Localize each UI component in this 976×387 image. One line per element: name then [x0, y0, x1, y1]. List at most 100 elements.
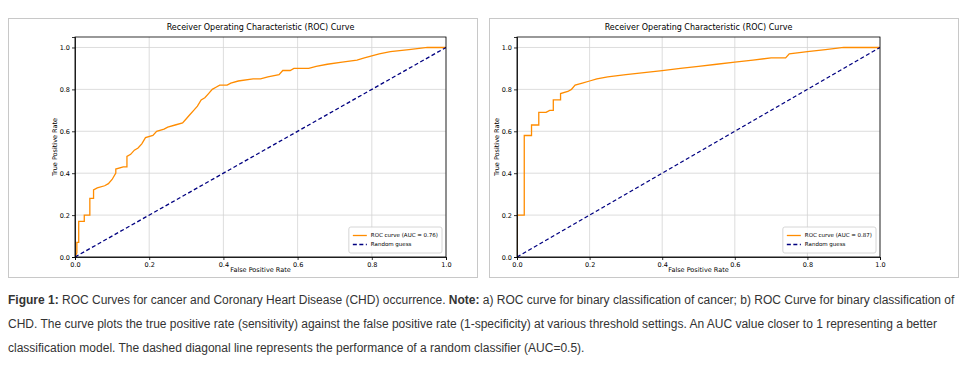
legend-label: ROC curve (AUC = 0.87) [805, 232, 872, 238]
tick-mark [514, 215, 517, 216]
legend-swatch [787, 244, 801, 245]
chart-title: Receiver Operating Characteristic (ROC) … [605, 23, 793, 32]
chart: 0.0 0.2 0.4 0.6 0.8 1.0 0.0 0.2 0.4 0.6 0.8 1.0 ROC … [8, 18, 478, 278]
tick-label: 0.2 [585, 261, 595, 269]
tick-label: 0.8 [803, 261, 813, 269]
legend-label: ROC curve (AUC = 0.76) [371, 232, 438, 238]
grid-line [734, 37, 735, 257]
legend: ROC curve (AUC = 0.87) Random guess [783, 227, 876, 253]
y-axis: 0.0 0.2 0.4 0.6 0.8 1.0 [60, 38, 76, 262]
series-group [75, 47, 446, 257]
tick-mark [514, 257, 517, 258]
tick-mark [149, 257, 150, 260]
axis-line [514, 38, 518, 258]
grid-line [75, 215, 446, 216]
tick-label: 0.6 [730, 261, 740, 269]
tick: 0.8 [502, 86, 517, 94]
tick: 0.4 [502, 170, 517, 178]
tick: 1.0 [875, 257, 885, 269]
tick-mark [514, 131, 517, 132]
grid-line [589, 37, 590, 257]
grid [517, 37, 880, 257]
tick: 0.4 [658, 257, 668, 269]
axis-line [518, 258, 881, 261]
grid-line [807, 37, 808, 257]
tick-label: 0.2 [502, 212, 512, 220]
y-axis-title: True Positive Rate [51, 118, 59, 177]
tick-mark [735, 257, 736, 260]
grid-line [75, 47, 446, 48]
legend-swatch [353, 235, 367, 236]
chart-border [490, 19, 959, 278]
tick: 0.2 [60, 212, 75, 220]
x-axis-title: False Positive Rate [668, 266, 728, 274]
grid-line [371, 37, 372, 257]
tick: 0.0 [512, 257, 522, 269]
tick-mark [514, 173, 517, 174]
tick-label: 1.0 [875, 261, 885, 269]
tick: 0.4 [60, 170, 75, 178]
tick-mark [72, 47, 75, 48]
tick-label: 1.0 [502, 44, 512, 52]
legend-box [349, 227, 442, 253]
legend: ROC curve (AUC = 0.76)Random guess [349, 227, 442, 253]
tick: 0.6 [730, 257, 740, 269]
tick-mark [514, 47, 517, 48]
tick: 1.0 [502, 44, 517, 52]
legend-box [783, 227, 876, 253]
tick-label: 0.0 [60, 254, 70, 262]
tick-mark [880, 257, 881, 260]
tick: 0.4 [219, 257, 229, 269]
tick: 0.0 [70, 257, 80, 269]
grid-line [75, 173, 446, 174]
plot-frame [75, 37, 446, 257]
tick-label: 0.0 [512, 261, 522, 269]
tick-label: 0.2 [145, 261, 155, 269]
grid-line [517, 47, 880, 48]
tick: 0.0 [60, 254, 75, 262]
tick: 0.8 [60, 86, 75, 94]
legend-swatch [353, 244, 367, 245]
tick-label: 0.4 [658, 261, 668, 269]
caption-note-label: Note: [449, 293, 480, 307]
tick-mark [514, 89, 517, 90]
tick-label: 0.4 [60, 170, 70, 178]
tick-label: 0.6 [60, 128, 70, 136]
tick: 0.2 [585, 257, 595, 269]
caption-label: Figure 1: [8, 293, 59, 307]
tick-mark [298, 257, 299, 260]
series-group [517, 47, 880, 257]
tick-mark [223, 257, 224, 260]
tick: 0.6 [60, 128, 75, 136]
tick-label: 0.8 [367, 261, 377, 269]
tick-label: 0.0 [502, 254, 512, 262]
series-line [75, 47, 446, 257]
plot-area: 0.0 0.2 0.4 0.6 0.8 1.0 0.0 0.2 0.4 0.6 0.8 1.0 ROC … [60, 37, 452, 269]
tick-mark [72, 257, 75, 258]
tick-mark [590, 257, 591, 260]
grid-line [517, 215, 880, 216]
tick-label: 0.4 [502, 170, 512, 178]
tick-label: 0.2 [60, 212, 70, 220]
series-line [75, 47, 446, 257]
x-axis-title: False Positive Rate [230, 266, 290, 274]
grid-line [517, 173, 880, 174]
tick: 0.0 [502, 254, 517, 262]
tick-mark [372, 257, 373, 260]
tick-label: 0.8 [502, 86, 512, 94]
tick: 0.2 [145, 257, 155, 269]
grid [75, 37, 446, 257]
tick: 0.6 [293, 257, 303, 269]
tick: 1.0 [441, 257, 451, 269]
legend-swatch [787, 235, 801, 236]
tick-mark [72, 89, 75, 90]
legend-label: Random guess [805, 241, 846, 248]
tick-mark [662, 257, 663, 260]
y-axis: 0.00.20.40.60.81.0 [502, 38, 518, 262]
tick: 1.0 [60, 44, 75, 52]
tick-label: 1.0 [441, 261, 451, 269]
tick-mark [807, 257, 808, 260]
axis-line [76, 258, 447, 261]
plot-area: 0.00.20.40.60.81.00.00.20.40.60.81.0ROC … [502, 37, 886, 269]
series-line [517, 47, 880, 257]
